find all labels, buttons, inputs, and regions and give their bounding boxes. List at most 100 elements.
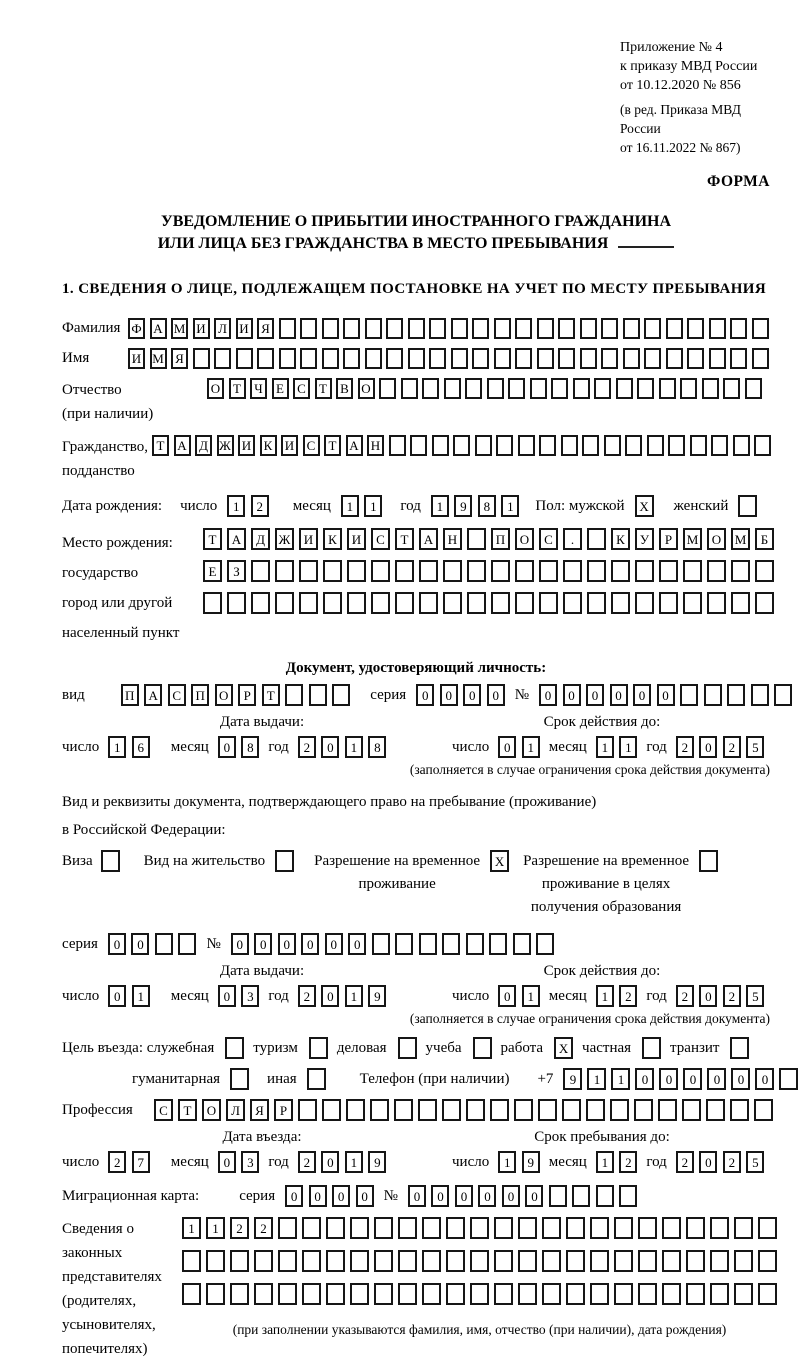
char-cell[interactable] (300, 318, 317, 339)
char-cell[interactable] (579, 318, 597, 339)
char-cell[interactable] (275, 850, 295, 872)
char-cell[interactable] (646, 435, 664, 456)
char-cell[interactable] (734, 1217, 753, 1239)
char-cell[interactable] (517, 435, 535, 456)
char-cell[interactable]: С (154, 1099, 173, 1121)
char-cell[interactable]: З (227, 560, 246, 582)
char-cell[interactable] (410, 435, 427, 456)
char-cell[interactable] (622, 318, 640, 339)
char-cell[interactable] (758, 1217, 777, 1239)
char-cell[interactable]: Р (238, 684, 257, 706)
char-cell[interactable] (395, 592, 414, 614)
char-cell[interactable] (371, 933, 390, 955)
char-cell[interactable]: А (144, 684, 163, 706)
char-cell[interactable]: О (207, 378, 224, 399)
char-cell[interactable] (634, 1099, 653, 1121)
char-cell[interactable] (278, 318, 296, 339)
char-cell[interactable] (707, 592, 726, 614)
char-cell[interactable]: 0 (217, 1151, 236, 1173)
char-cell[interactable] (730, 1099, 749, 1121)
char-cell[interactable]: 1 (344, 736, 363, 758)
char-cell[interactable] (254, 1283, 273, 1305)
char-cell[interactable] (347, 592, 366, 614)
char-cell[interactable] (299, 592, 318, 614)
char-cell[interactable]: Р (274, 1099, 293, 1121)
char-cell[interactable]: У (635, 528, 654, 550)
char-cell[interactable] (332, 684, 351, 706)
char-cell[interactable] (394, 1099, 413, 1121)
char-cell[interactable] (326, 1250, 345, 1272)
char-cell[interactable] (572, 1185, 591, 1207)
char-cell[interactable] (442, 933, 461, 955)
char-cell[interactable] (346, 1099, 365, 1121)
char-cell[interactable] (548, 1185, 567, 1207)
char-cell[interactable] (364, 318, 382, 339)
char-cell[interactable] (302, 1217, 321, 1239)
char-cell[interactable]: 5 (746, 1151, 765, 1173)
char-cell[interactable] (707, 560, 726, 582)
char-cell[interactable] (486, 378, 504, 399)
char-cell[interactable] (227, 592, 246, 614)
char-cell[interactable] (278, 348, 296, 369)
char-cell[interactable] (446, 1250, 465, 1272)
char-cell[interactable] (350, 1283, 369, 1305)
char-cell[interactable] (512, 933, 531, 955)
char-cell[interactable] (275, 560, 294, 582)
char-cell[interactable]: К (611, 528, 630, 550)
char-cell[interactable] (431, 435, 449, 456)
char-cell[interactable] (683, 592, 702, 614)
char-cell[interactable]: 0 (301, 933, 320, 955)
char-cell[interactable]: Я (250, 1099, 269, 1121)
char-cell[interactable] (302, 1250, 321, 1272)
char-cell[interactable]: 0 (107, 933, 126, 955)
char-cell[interactable]: 2 (619, 1151, 638, 1173)
char-cell[interactable] (558, 318, 575, 339)
char-cell[interactable] (536, 348, 554, 369)
char-cell[interactable] (601, 318, 618, 339)
char-cell[interactable] (732, 435, 750, 456)
char-cell[interactable] (662, 1283, 681, 1305)
char-cell[interactable]: И (281, 435, 298, 456)
char-cell[interactable] (491, 560, 510, 582)
char-cell[interactable] (285, 684, 304, 706)
char-cell[interactable] (566, 1250, 585, 1272)
char-cell[interactable] (635, 560, 654, 582)
char-cell[interactable] (515, 348, 532, 369)
char-cell[interactable]: И (347, 528, 366, 550)
char-cell[interactable] (665, 318, 683, 339)
char-cell[interactable] (429, 348, 446, 369)
char-cell[interactable]: 0 (324, 933, 343, 955)
char-cell[interactable] (493, 348, 511, 369)
char-cell[interactable] (754, 1099, 773, 1121)
char-cell[interactable]: Б (755, 528, 774, 550)
char-cell[interactable] (779, 1068, 799, 1090)
char-cell[interactable] (308, 684, 327, 706)
char-cell[interactable]: 8 (477, 495, 496, 517)
char-cell[interactable]: К (323, 528, 342, 550)
char-cell[interactable] (514, 1099, 533, 1121)
char-cell[interactable] (397, 1037, 417, 1059)
char-cell[interactable]: Е (271, 378, 289, 399)
char-cell[interactable] (230, 1283, 249, 1305)
char-cell[interactable] (625, 435, 642, 456)
char-cell[interactable] (470, 1217, 489, 1239)
char-cell[interactable]: Т (203, 528, 222, 550)
char-cell[interactable] (472, 348, 489, 369)
char-cell[interactable]: 0 (633, 684, 651, 706)
char-cell[interactable]: 2 (722, 985, 741, 1007)
char-cell[interactable] (465, 933, 484, 955)
char-cell[interactable] (323, 592, 342, 614)
char-cell[interactable] (422, 1217, 441, 1239)
char-cell[interactable]: 0 (321, 1151, 340, 1173)
char-cell[interactable] (603, 435, 621, 456)
char-cell[interactable]: 1 (595, 736, 614, 758)
char-cell[interactable] (364, 348, 382, 369)
char-cell[interactable] (515, 592, 534, 614)
char-cell[interactable]: 0 (635, 1068, 655, 1090)
char-cell[interactable] (579, 348, 597, 369)
char-cell[interactable] (350, 1250, 369, 1272)
char-cell[interactable]: 0 (501, 1185, 520, 1207)
char-cell[interactable] (560, 435, 578, 456)
char-cell[interactable] (398, 1217, 417, 1239)
char-cell[interactable]: 1 (595, 1151, 614, 1173)
